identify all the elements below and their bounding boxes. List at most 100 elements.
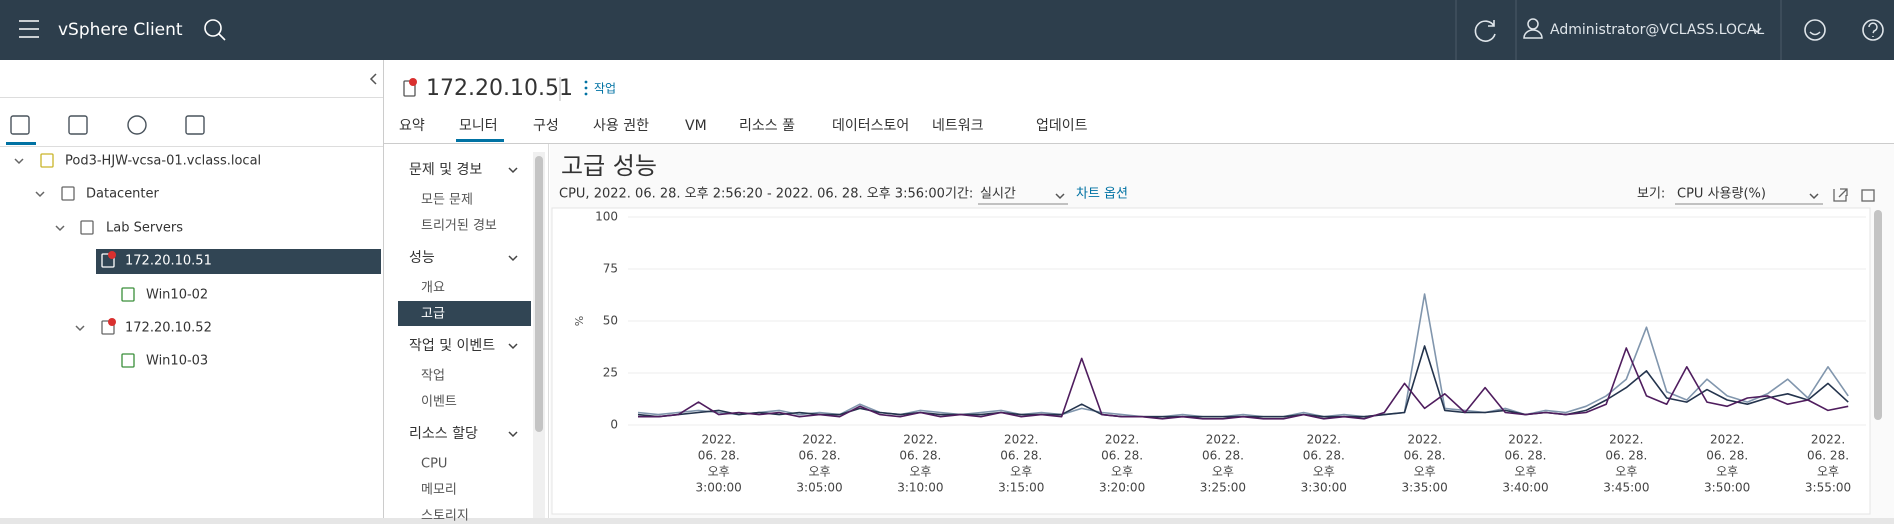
- tree-selection: [96, 249, 381, 274]
- help-icon[interactable]: [1862, 19, 1884, 41]
- alert-badge: [108, 251, 116, 259]
- x-tick-label: 06. 28.: [1000, 449, 1042, 463]
- nav-selection: [398, 301, 531, 326]
- tree-icon: [121, 353, 135, 368]
- period-select[interactable]: 실시간: [980, 187, 1016, 202]
- collapse-button[interactable]: [369, 73, 377, 85]
- x-tick-label: 3:15:00: [998, 481, 1044, 495]
- inventory-view-icon[interactable]: [68, 115, 88, 135]
- nav-item[interactable]: 스토리지: [421, 509, 469, 524]
- search-icon: [218, 33, 226, 41]
- user-icon: [1523, 29, 1543, 39]
- tree-item[interactable]: Win10-02: [146, 288, 208, 303]
- x-tick-label: 2022.: [1710, 433, 1744, 447]
- alert-badge: [108, 318, 116, 326]
- tab[interactable]: 사용 권한: [593, 118, 649, 134]
- nav-group-toggle[interactable]: [508, 167, 518, 174]
- active-tab-indicator: [456, 139, 504, 142]
- tab[interactable]: 데이터스토어: [832, 118, 909, 134]
- tab[interactable]: 모니터: [459, 118, 498, 134]
- chart-options-link[interactable]: 차트 옵션: [1076, 187, 1128, 202]
- actions-dots: [584, 80, 588, 84]
- nav-item[interactable]: 트리거된 경보: [421, 219, 497, 234]
- tree-item[interactable]: Pod3-HJW-vcsa-01.vclass.local: [65, 154, 261, 169]
- tree-toggle[interactable]: [35, 191, 45, 198]
- feedback-icon[interactable]: [1804, 19, 1826, 41]
- x-tick-label: 오후: [1111, 465, 1133, 479]
- tree-item[interactable]: Lab Servers: [106, 221, 183, 236]
- data-line: [638, 347, 1849, 420]
- feedback-icon: [1809, 31, 1821, 36]
- x-tick-label: 3:40:00: [1502, 481, 1548, 495]
- nav-item[interactable]: CPU: [421, 457, 447, 472]
- inventory-view-icon[interactable]: [185, 115, 205, 135]
- nav-scroll-thumb: [535, 156, 543, 432]
- nav-item[interactable]: 작업: [421, 369, 445, 384]
- y-tick-label: 25: [603, 366, 618, 380]
- tab[interactable]: 네트워크: [932, 118, 984, 134]
- x-tick-label: 오후: [808, 465, 830, 479]
- inventory-view-icon[interactable]: [10, 115, 30, 135]
- period-label: 기간:: [945, 187, 973, 202]
- tab[interactable]: 요약: [399, 118, 425, 134]
- tree-item[interactable]: 172.20.10.52: [125, 321, 212, 336]
- y-tick-label: 0: [610, 418, 618, 432]
- tree-toggle[interactable]: [75, 325, 85, 332]
- nav-group[interactable]: 작업 및 이벤트: [409, 338, 495, 354]
- nav-group[interactable]: 리소스 할당: [409, 426, 478, 442]
- x-tick-label: 2022.: [1811, 433, 1845, 447]
- refresh-icon[interactable]: [1474, 20, 1496, 42]
- app-name: vSphere Client: [58, 20, 183, 40]
- tree-icon: [61, 186, 75, 201]
- tree-item[interactable]: Win10-03: [146, 354, 208, 369]
- x-tick-label: 오후: [909, 465, 931, 479]
- x-tick-label: 오후: [1414, 465, 1436, 479]
- nav-group-toggle[interactable]: [508, 431, 518, 438]
- nav-item[interactable]: 모든 문제: [421, 193, 473, 208]
- panel-title: 고급 성능: [561, 152, 657, 180]
- user-chevron[interactable]: [1752, 27, 1762, 34]
- bottom-strip: [0, 518, 1894, 524]
- tree-toggle[interactable]: [75, 258, 85, 265]
- x-tick-label: 오후: [1817, 465, 1839, 479]
- nav-item[interactable]: 개요: [421, 281, 445, 296]
- view-select[interactable]: CPU 사용량(%): [1677, 187, 1766, 202]
- nav-item[interactable]: 메모리: [421, 483, 457, 498]
- tree-toggle[interactable]: [55, 225, 65, 232]
- nav-group-toggle[interactable]: [508, 343, 518, 350]
- select-chevron[interactable]: [1809, 193, 1819, 200]
- x-tick-label: 3:35:00: [1401, 481, 1447, 495]
- search-icon[interactable]: [204, 19, 222, 37]
- tree-item[interactable]: Datacenter: [86, 187, 160, 202]
- time-range: CPU, 2022. 06. 28. 오후 2:56:20 - 2022. 06…: [559, 187, 945, 202]
- alert-badge: [409, 78, 417, 86]
- save-icon[interactable]: [1861, 189, 1875, 202]
- x-tick-label: 3:05:00: [796, 481, 842, 495]
- select-chevron[interactable]: [1055, 193, 1065, 200]
- actions-menu[interactable]: 작업: [594, 82, 616, 96]
- nav-group[interactable]: 성능: [409, 250, 435, 266]
- object-title: 172.20.10.51: [426, 76, 573, 101]
- export-icon[interactable]: [1833, 188, 1848, 202]
- x-tick-label: 2022.: [1508, 433, 1542, 447]
- nav-group[interactable]: 문제 및 경보: [409, 162, 482, 178]
- tab[interactable]: 구성: [533, 118, 559, 134]
- nav-group-toggle[interactable]: [508, 255, 518, 262]
- inventory-view-icon[interactable]: [127, 115, 147, 135]
- x-tick-label: 3:20:00: [1099, 481, 1145, 495]
- x-tick-label: 오후: [708, 465, 730, 479]
- tree-toggle[interactable]: [14, 158, 24, 165]
- x-tick-label: 06. 28.: [1101, 449, 1143, 463]
- tab[interactable]: 업데이트: [1036, 118, 1088, 134]
- tab[interactable]: VM: [685, 118, 707, 134]
- tab[interactable]: 리소스 풀: [739, 118, 795, 134]
- x-tick-label: 06. 28.: [1504, 449, 1546, 463]
- tree-icon: [80, 220, 94, 235]
- nav-item[interactable]: 이벤트: [421, 395, 457, 410]
- tree-item[interactable]: 172.20.10.51: [125, 254, 212, 269]
- user-menu[interactable]: Administrator@VCLASS.LOCAL: [1550, 22, 1764, 38]
- nav-item[interactable]: 고급: [421, 307, 445, 322]
- x-tick-label: 06. 28.: [1303, 449, 1345, 463]
